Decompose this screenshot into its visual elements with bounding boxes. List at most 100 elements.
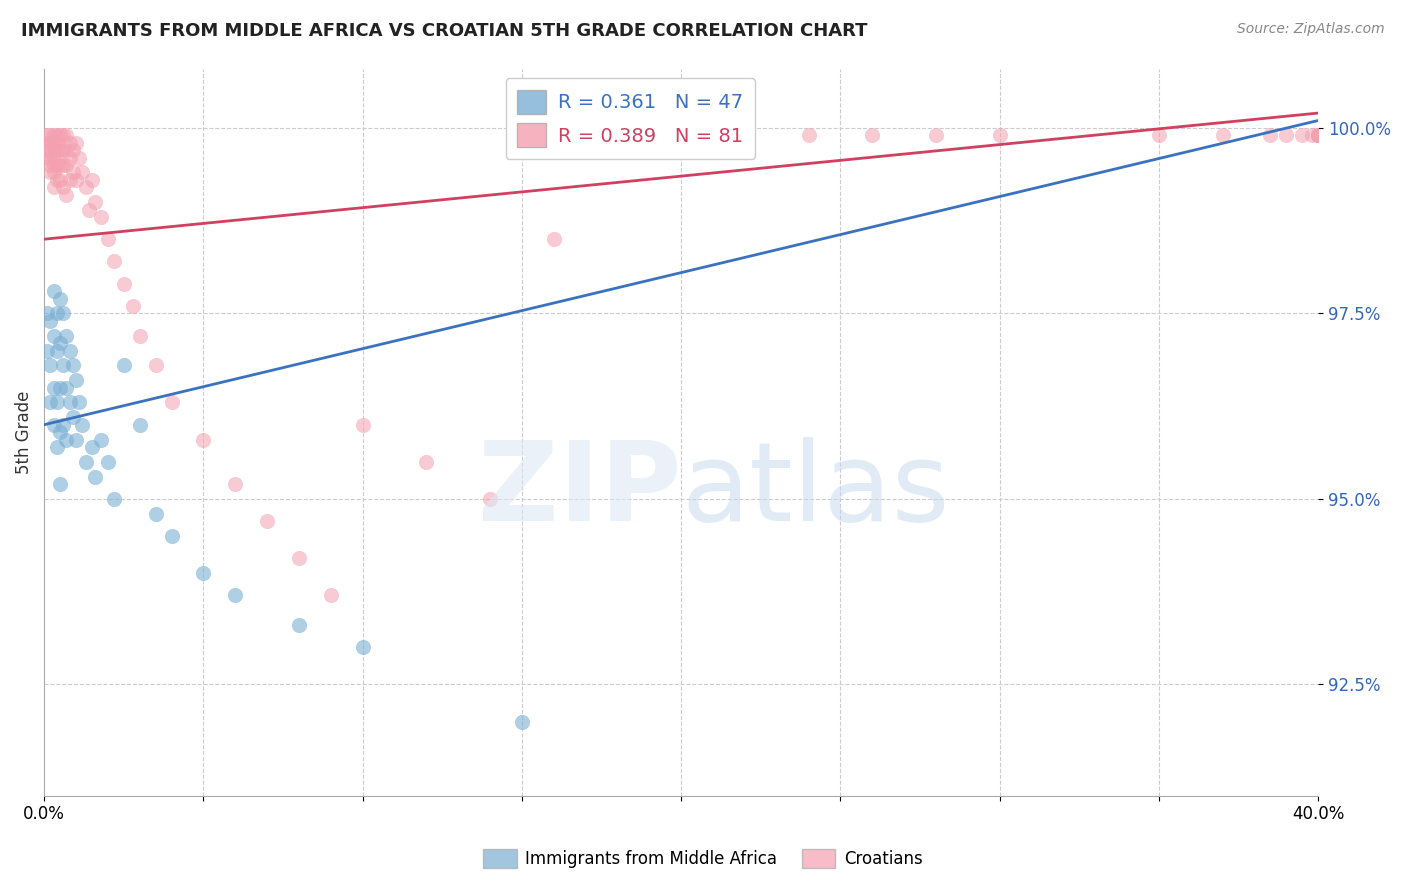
Point [52,128,75,143]
Point [160,529,183,543]
Point [103,491,125,506]
Legend: R = 0.361   N = 47, R = 0.389   N = 81: R = 0.361 N = 47, R = 0.389 N = 81 [506,78,755,159]
Point [193,566,215,581]
Point [67,151,90,165]
Point [42,284,65,298]
Point [37,151,59,165]
Point [128,328,150,343]
Point [145,507,167,521]
Point [1308,128,1330,143]
Text: Source: ZipAtlas.com: Source: ZipAtlas.com [1237,22,1385,37]
Point [606,136,628,150]
Point [49,173,72,187]
Point [55,187,77,202]
Point [90,210,112,224]
Point [37,343,59,358]
Point [65,136,87,150]
Point [45,440,67,454]
Point [37,306,59,320]
Point [42,417,65,432]
Point [49,336,72,351]
Point [67,395,90,409]
Point [45,173,67,187]
Point [112,277,135,291]
Point [62,143,84,157]
Point [52,417,75,432]
Point [37,128,59,143]
Point [1212,128,1234,143]
Point [84,469,107,483]
Point [65,433,87,447]
Point [39,314,62,328]
Point [925,128,948,143]
Point [160,395,183,409]
Point [55,143,77,157]
Point [55,328,77,343]
Text: IMMIGRANTS FROM MIDDLE AFRICA VS CROATIAN 5TH GRADE CORRELATION CHART: IMMIGRANTS FROM MIDDLE AFRICA VS CROATIA… [21,22,868,40]
Point [80,173,103,187]
Point [62,165,84,179]
Point [84,195,107,210]
Point [39,359,62,373]
Point [58,343,80,358]
Y-axis label: 5th Grade: 5th Grade [15,391,32,474]
Point [39,128,62,143]
Point [193,433,215,447]
Point [145,359,167,373]
Point [288,551,311,566]
Point [62,359,84,373]
Point [288,618,311,632]
Point [42,381,65,395]
Point [39,151,62,165]
Point [49,143,72,157]
Point [122,299,145,313]
Point [39,158,62,172]
Point [52,180,75,194]
Point [58,173,80,187]
Point [58,136,80,150]
Legend: Immigrants from Middle Africa, Croatians: Immigrants from Middle Africa, Croatians [477,842,929,875]
Point [77,202,100,217]
Point [1301,128,1323,143]
Point [45,136,67,150]
Point [45,395,67,409]
Point [797,128,820,143]
Point [58,395,80,409]
Point [734,128,756,143]
Point [42,143,65,157]
Point [42,128,65,143]
Point [62,410,84,425]
Point [1308,128,1330,143]
Point [39,136,62,150]
Point [52,359,75,373]
Text: atlas: atlas [681,437,949,544]
Point [90,433,112,447]
Point [55,433,77,447]
Point [42,180,65,194]
Point [72,417,94,432]
Point [42,158,65,172]
Point [49,128,72,143]
Point [80,440,103,454]
Point [415,455,437,469]
Point [479,491,502,506]
Point [45,143,67,157]
Point [352,640,374,655]
Point [543,232,565,246]
Point [860,128,883,143]
Point [97,455,120,469]
Point [52,306,75,320]
Point [510,714,533,729]
Point [75,180,97,194]
Point [45,306,67,320]
Point [224,588,246,602]
Point [42,328,65,343]
Point [669,128,692,143]
Point [65,373,87,387]
Point [45,158,67,172]
Point [42,165,65,179]
Point [49,158,72,172]
Point [352,417,374,432]
Point [1308,128,1330,143]
Point [39,143,62,157]
